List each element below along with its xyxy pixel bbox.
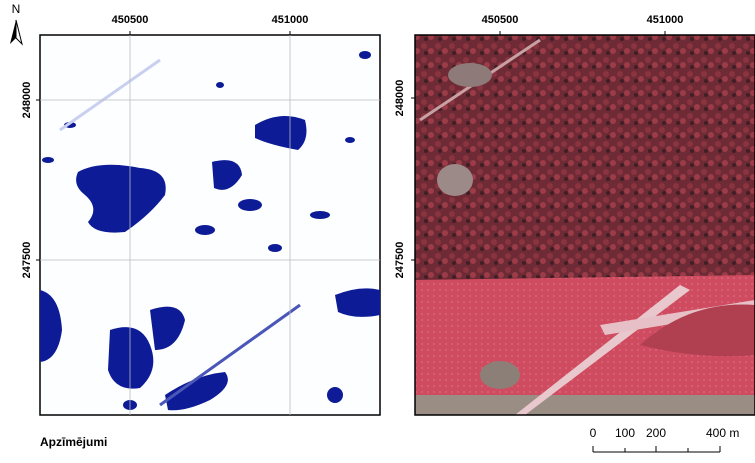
page: N (0, 0, 755, 463)
north-arrow: N (10, 2, 22, 44)
x-coordinate: 451000 (272, 14, 309, 26)
figure: N (0, 0, 755, 463)
x-coordinate: 451000 (647, 14, 684, 26)
y-coordinate: 248000 (394, 80, 406, 117)
aerial-image: 450500 451000 248000 247500 (394, 14, 755, 415)
scale-bar: 0 100 200 400 m (590, 426, 740, 452)
y-coordinate: 248000 (21, 82, 33, 119)
scale-label: 0 (590, 426, 597, 440)
x-coordinate: 450500 (482, 14, 519, 26)
legend-title: Apzīmējumi (40, 435, 107, 449)
scale-label: 400 m (706, 426, 739, 440)
y-coordinate: 247500 (21, 242, 33, 279)
classification-map: 450500 451000 248000 247500 (21, 14, 380, 415)
y-coordinate: 247500 (394, 242, 406, 279)
x-coordinate: 450500 (112, 14, 149, 26)
scale-label: 100 (615, 426, 635, 440)
scale-label: 200 (646, 426, 666, 440)
north-label: N (12, 2, 21, 16)
